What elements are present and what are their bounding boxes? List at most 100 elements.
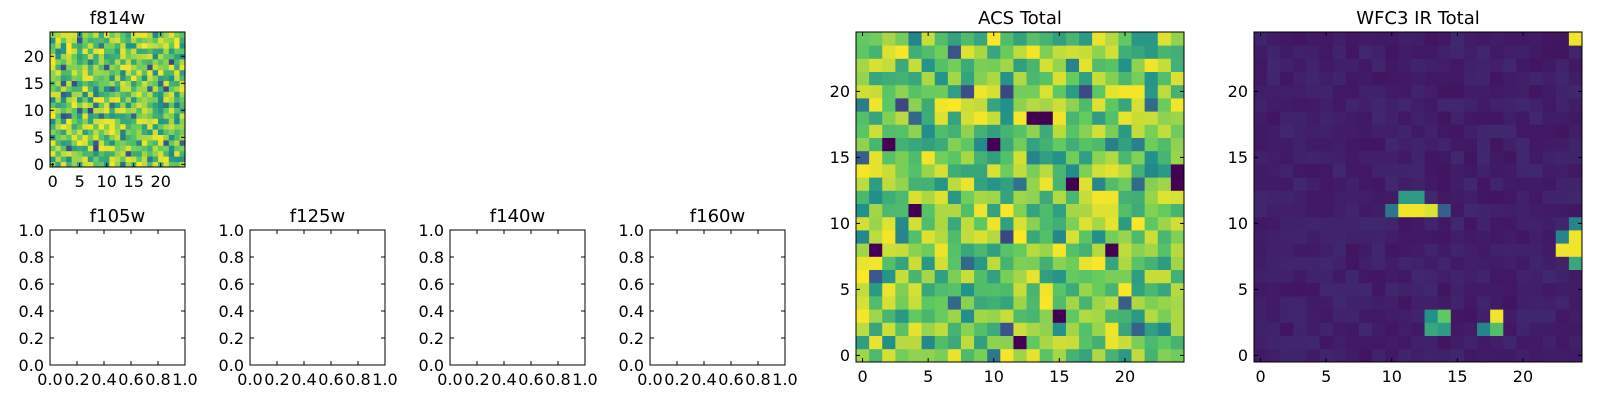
heatmap-cell bbox=[895, 98, 909, 112]
heatmap-cell bbox=[152, 42, 159, 49]
heatmap-cell bbox=[1372, 45, 1386, 59]
heatmap-cell bbox=[987, 335, 1001, 350]
heatmap-cell bbox=[987, 150, 1001, 165]
x-tick-label: 0.2 bbox=[464, 370, 489, 389]
heatmap-cell bbox=[1490, 32, 1504, 46]
heatmap-cell bbox=[882, 84, 896, 99]
heatmap-cell bbox=[1529, 309, 1544, 323]
heatmap-cell bbox=[1345, 256, 1360, 270]
heatmap-cell bbox=[1026, 45, 1041, 59]
heatmap-cell bbox=[136, 118, 143, 125]
heatmap-cell bbox=[1131, 84, 1146, 99]
heatmap-cell bbox=[55, 59, 62, 65]
heatmap-cell bbox=[1450, 190, 1465, 204]
heatmap-cell bbox=[882, 335, 896, 350]
heatmap-cell bbox=[934, 84, 949, 99]
heatmap-cell bbox=[1450, 137, 1465, 152]
heatmap-cell bbox=[114, 140, 121, 146]
heatmap-cell bbox=[1542, 216, 1557, 231]
heatmap-cell bbox=[174, 118, 180, 125]
heatmap-cell bbox=[168, 37, 175, 44]
panel-title: f125w bbox=[290, 206, 345, 227]
heatmap-cell bbox=[104, 96, 110, 103]
heatmap-cell bbox=[1372, 98, 1386, 112]
heatmap-cell bbox=[1000, 111, 1014, 125]
heatmap-cell bbox=[1463, 111, 1478, 125]
heatmap-cell bbox=[1542, 190, 1557, 204]
heatmap-cell bbox=[93, 59, 99, 65]
heatmap-cell bbox=[179, 69, 186, 76]
heatmap-cell bbox=[1385, 124, 1399, 138]
heatmap-cell bbox=[93, 156, 99, 162]
heatmap-cell bbox=[1065, 84, 1080, 99]
heatmap-cell bbox=[1052, 322, 1067, 336]
heatmap-cell bbox=[109, 145, 116, 152]
heatmap-cell bbox=[987, 243, 1001, 257]
heatmap-cell bbox=[1542, 256, 1557, 270]
heatmap-cell bbox=[974, 269, 988, 284]
heatmap-cell bbox=[1254, 98, 1268, 112]
heatmap-cell bbox=[987, 282, 1001, 297]
heatmap-cell bbox=[1000, 216, 1014, 231]
heatmap-cell bbox=[908, 190, 922, 204]
heatmap-cell bbox=[1013, 84, 1027, 99]
heatmap-cell bbox=[120, 48, 126, 54]
y-tick-label: 5 bbox=[1238, 280, 1248, 299]
heatmap-cell bbox=[147, 75, 153, 81]
heatmap-cell bbox=[895, 124, 909, 138]
heatmap-cell bbox=[974, 243, 988, 257]
x-tick-label: 10 bbox=[984, 367, 1004, 386]
heatmap-cell bbox=[1267, 84, 1281, 99]
heatmap-cell bbox=[168, 86, 175, 92]
heatmap-cell bbox=[109, 102, 116, 108]
heatmap-cell bbox=[1306, 32, 1320, 46]
heatmap-cell bbox=[934, 32, 949, 46]
heatmap-cell bbox=[921, 243, 936, 257]
heatmap-cell bbox=[120, 42, 126, 49]
heatmap-cell bbox=[1026, 203, 1041, 218]
heatmap-cell bbox=[1039, 150, 1054, 165]
heatmap-cell bbox=[163, 80, 170, 87]
heatmap-cell bbox=[174, 140, 180, 146]
heatmap-cell bbox=[1144, 348, 1159, 363]
heatmap-cell bbox=[1450, 177, 1465, 191]
heatmap-cell bbox=[77, 37, 83, 44]
heatmap-cell bbox=[1477, 177, 1491, 191]
heatmap-cell bbox=[1411, 84, 1425, 99]
heatmap-cell bbox=[921, 124, 936, 138]
heatmap-cell bbox=[174, 113, 180, 119]
heatmap-cell bbox=[1542, 203, 1557, 218]
heatmap-cell bbox=[98, 134, 105, 141]
heatmap-cell bbox=[1105, 282, 1119, 297]
heatmap-cell bbox=[1254, 150, 1268, 165]
heatmap-cell bbox=[1542, 58, 1557, 72]
x-tick-label: 0.6 bbox=[718, 370, 743, 389]
heatmap-cell bbox=[1372, 71, 1386, 86]
x-tick-label: 20 bbox=[151, 172, 171, 191]
heatmap-cell bbox=[1319, 45, 1334, 59]
heatmap-cell bbox=[1424, 32, 1439, 46]
heatmap-cell bbox=[1254, 190, 1268, 204]
heatmap-cell bbox=[87, 150, 94, 157]
heatmap-cell bbox=[82, 96, 89, 103]
y-tick-label: 0.2 bbox=[219, 329, 244, 348]
heatmap-cell bbox=[1463, 256, 1478, 270]
heatmap-cell bbox=[1437, 84, 1452, 99]
heatmap-cell bbox=[1052, 216, 1067, 231]
heatmap-cell bbox=[1568, 256, 1583, 270]
heatmap-cell bbox=[66, 69, 72, 76]
heatmap-cell bbox=[1254, 243, 1268, 257]
heatmap-cell bbox=[1026, 58, 1041, 72]
heatmap-cell bbox=[109, 53, 116, 60]
heatmap-cell bbox=[71, 32, 78, 38]
heatmap-cell bbox=[141, 118, 148, 125]
heatmap-cell bbox=[104, 69, 110, 76]
heatmap-cell bbox=[50, 64, 56, 71]
heatmap-cell bbox=[1477, 124, 1491, 138]
heatmap-cell bbox=[87, 113, 94, 119]
heatmap-cell bbox=[1319, 164, 1334, 178]
heatmap-cell bbox=[1280, 348, 1294, 363]
heatmap-cell bbox=[1092, 111, 1106, 125]
heatmap-cell bbox=[1170, 282, 1185, 297]
heatmap-cell bbox=[1157, 322, 1172, 336]
